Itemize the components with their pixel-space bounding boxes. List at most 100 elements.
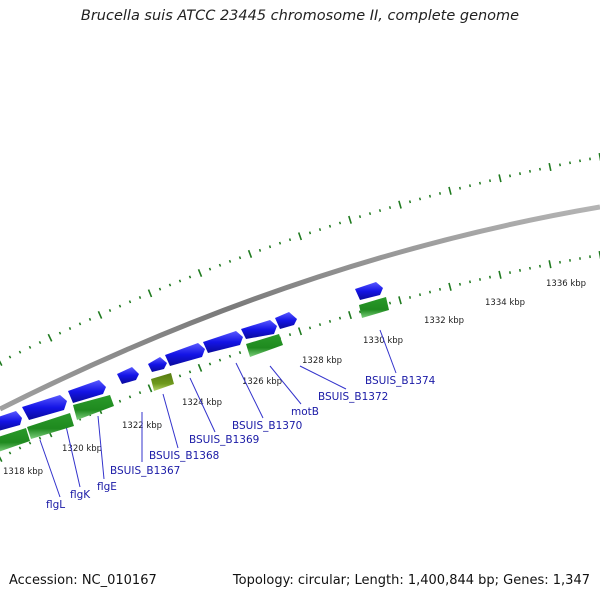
cds-forward-1[interactable] — [0, 411, 22, 431]
gene-label-bsuis-b1369[interactable]: BSUIS_B1369 — [189, 434, 259, 446]
inner-tick-20 — [197, 363, 203, 372]
outer-tick-6 — [58, 331, 62, 335]
outer-tick-49 — [488, 179, 492, 183]
forward-strand-features — [0, 282, 383, 431]
outer-tick-56 — [558, 163, 562, 167]
outer-tick-track — [0, 152, 600, 366]
inner-tick-2 — [18, 446, 22, 450]
inner-tick-39 — [388, 301, 392, 305]
inner-tick-33 — [328, 319, 332, 323]
outer-tick-22 — [218, 263, 222, 267]
outer-tick-11 — [108, 309, 112, 312]
cds-forward-6[interactable] — [165, 343, 205, 366]
outer-tick-47 — [468, 184, 472, 188]
inner-tick-43 — [428, 290, 432, 294]
inner-tick-45 — [448, 282, 452, 291]
inner-tick-1 — [8, 451, 12, 455]
tick-label: 1326 kbp — [242, 377, 282, 387]
leader-line — [269, 365, 302, 405]
outer-tick-14 — [138, 296, 142, 299]
inner-tick-3 — [28, 441, 32, 445]
gene-labels: flgL flgK flgE BSUIS_B1367 BSUIS_B1368 BSUIS_… — [46, 375, 436, 511]
inner-tick-50 — [498, 270, 502, 279]
gene-label-bsuis-b1372[interactable]: BSUIS_B1372 — [318, 391, 388, 403]
outer-tick-28 — [278, 241, 282, 245]
gene-label-motb[interactable]: motB — [291, 406, 319, 418]
outer-tick-16 — [158, 287, 162, 291]
tick-label: 1320 kbp — [62, 444, 102, 454]
cds-forward-3[interactable] — [68, 380, 106, 403]
outer-tick-36 — [358, 215, 362, 219]
outer-tick-44 — [438, 192, 442, 195]
cds-forward-10[interactable] — [355, 282, 383, 300]
cds-forward-9[interactable] — [275, 312, 297, 329]
outer-tick-4 — [38, 341, 42, 345]
cds-forward-7[interactable] — [203, 331, 243, 353]
gene-label-bsuis-b1367[interactable]: BSUIS_B1367 — [110, 465, 180, 477]
gene-reverse-1[interactable] — [0, 428, 30, 452]
outer-tick-7 — [68, 327, 72, 330]
topology-summary: Topology: circular; Length: 1,400,844 bp… — [232, 573, 590, 588]
gene-reverse-4[interactable] — [246, 334, 283, 357]
inner-tick-15 — [147, 384, 153, 393]
outer-tick-48 — [478, 181, 482, 185]
outer-tick-41 — [408, 200, 412, 204]
inner-tick-30 — [297, 327, 303, 336]
inner-tick-44 — [438, 287, 442, 291]
gene-other-1[interactable] — [151, 373, 174, 391]
outer-tick-27 — [268, 245, 272, 249]
gene-label-flgk[interactable]: flgK — [70, 489, 91, 501]
tick-label: 1330 kbp — [363, 336, 403, 346]
gene-label-bsuis-b1368[interactable]: BSUIS_B1368 — [149, 450, 219, 462]
leader-line — [97, 415, 105, 480]
leader-line — [39, 439, 61, 498]
cds-forward-5[interactable] — [148, 357, 167, 372]
inner-tick-24 — [238, 351, 242, 355]
tick-label: 1334 kbp — [485, 298, 525, 308]
outer-tick-9 — [88, 317, 92, 321]
outer-tick-15 — [147, 289, 153, 298]
cds-forward-2[interactable] — [22, 395, 67, 420]
tick-label: 1332 kbp — [424, 316, 464, 326]
tick-label: 1318 kbp — [3, 467, 43, 477]
tick-label: 1328 kbp — [302, 356, 342, 366]
accession-text: Accession: NC_010167 — [9, 573, 157, 588]
leader-line — [235, 362, 264, 419]
outer-tick-30 — [297, 232, 303, 241]
outer-tick-8 — [78, 322, 82, 326]
outer-tick-45 — [448, 186, 452, 195]
gene-reverse-2[interactable] — [27, 413, 74, 439]
reverse-strand-features — [0, 297, 389, 452]
outer-tick-46 — [458, 186, 462, 190]
gene-reverse-5[interactable] — [359, 297, 389, 318]
inner-tick-21 — [208, 362, 212, 366]
inner-tick-46 — [458, 282, 462, 286]
inner-tick-13 — [128, 395, 132, 399]
outer-tick-25 — [247, 249, 253, 258]
gene-label-bsuis-b1374[interactable]: BSUIS_B1374 — [365, 375, 436, 387]
outer-tick-37 — [368, 212, 372, 216]
outer-tick-38 — [378, 209, 382, 213]
inner-tick-49 — [488, 275, 492, 279]
cds-forward-4[interactable] — [117, 367, 139, 384]
gene-label-flge[interactable]: flgE — [97, 481, 117, 493]
outer-tick-3 — [28, 345, 32, 349]
outer-tick-0 — [0, 360, 3, 366]
gene-label-bsuis-b1370[interactable]: BSUIS_B1370 — [232, 420, 302, 432]
gene-reverse-3[interactable] — [73, 395, 114, 420]
inner-tick-19 — [188, 370, 192, 374]
outer-tick-2 — [18, 350, 22, 354]
gene-label-flgl[interactable]: flgL — [46, 499, 65, 511]
outer-tick-39 — [388, 206, 392, 210]
outer-tick-31 — [308, 231, 312, 235]
outer-tick-55 — [548, 162, 552, 172]
leader-line — [65, 425, 81, 488]
cds-forward-8[interactable] — [241, 320, 277, 339]
outer-tick-34 — [338, 221, 342, 225]
outer-tick-35 — [348, 215, 352, 224]
inner-tick-12 — [118, 399, 122, 403]
outer-tick-52 — [518, 172, 522, 176]
outer-tick-18 — [178, 279, 182, 283]
outer-tick-50 — [498, 174, 502, 183]
outer-tick-43 — [428, 194, 432, 198]
